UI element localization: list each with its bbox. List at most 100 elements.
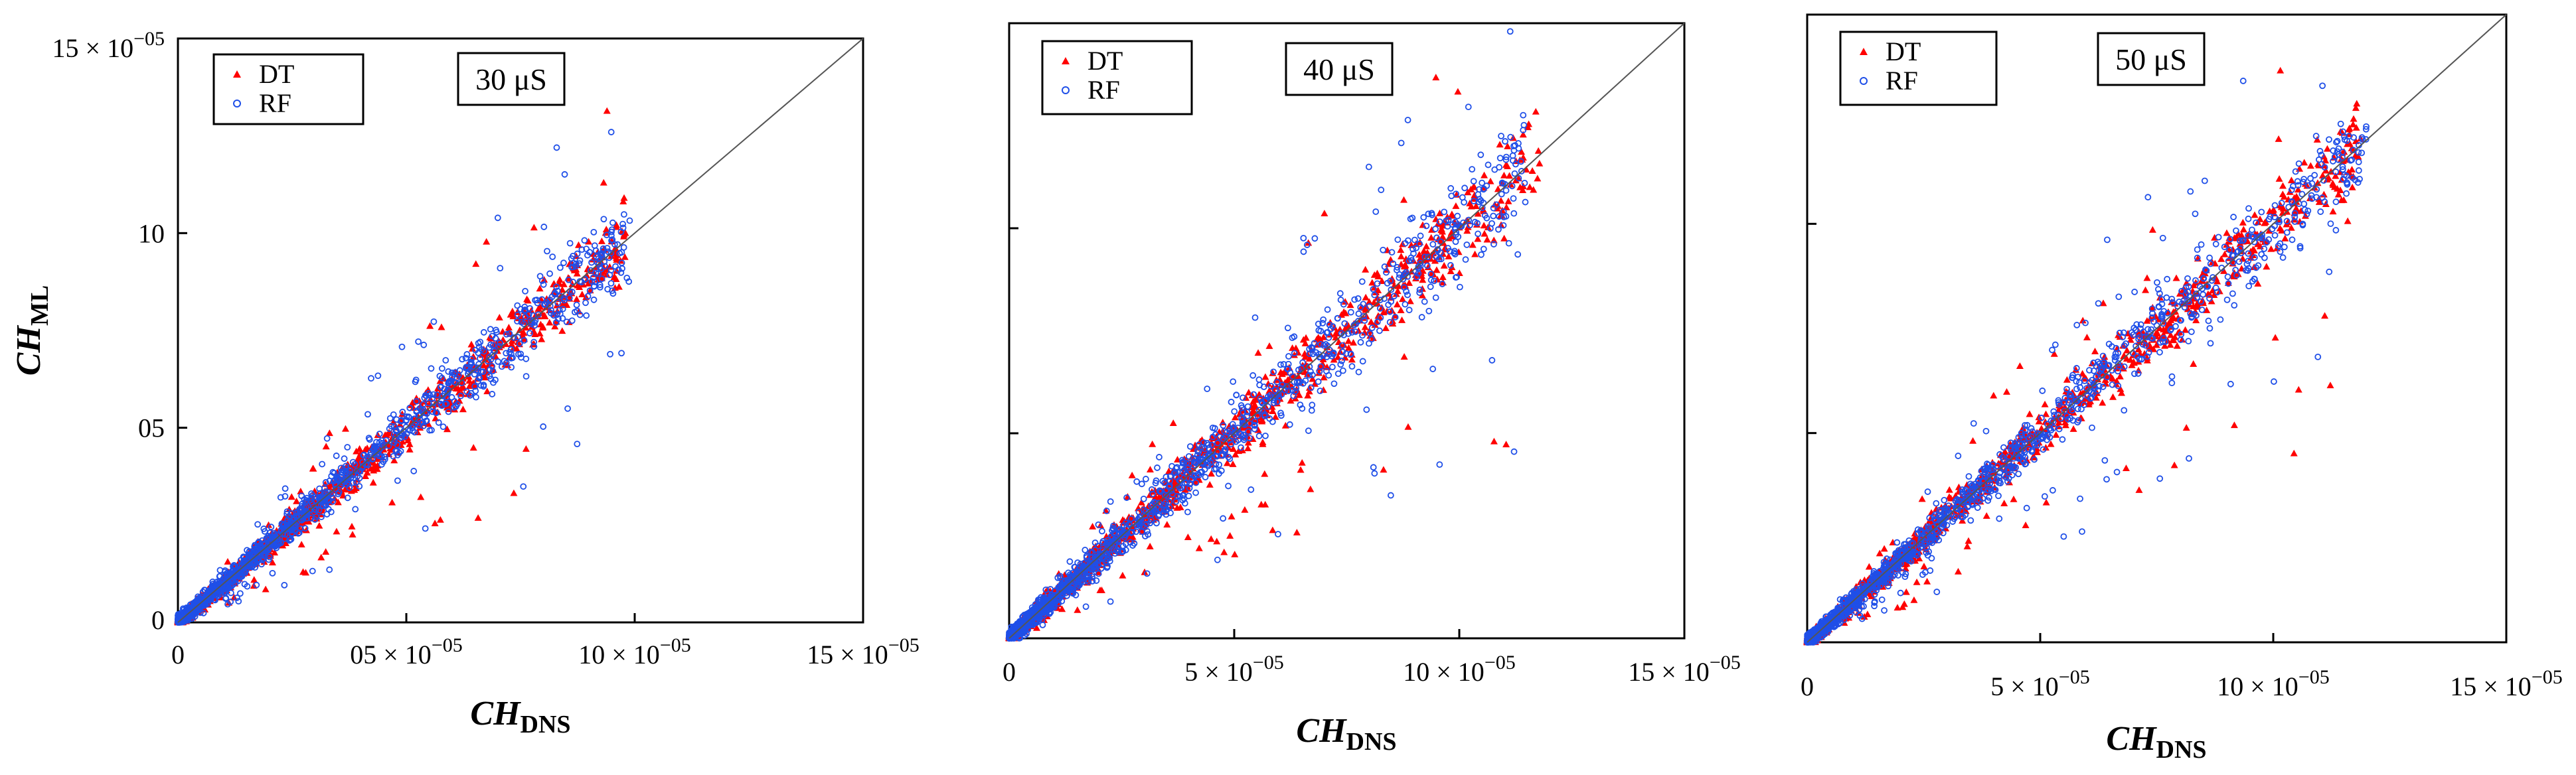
rf-point — [322, 479, 329, 486]
dt-point — [408, 401, 416, 408]
dt-point — [436, 516, 444, 523]
rf-point — [487, 356, 495, 363]
rf-point — [609, 219, 616, 226]
dt-point — [459, 405, 467, 413]
rf-point — [248, 563, 255, 570]
rf-point — [394, 441, 401, 449]
rf-point — [235, 598, 242, 605]
dt-point — [620, 194, 628, 201]
rf-point — [223, 586, 230, 593]
rf-point — [390, 453, 397, 460]
rf-point — [331, 470, 338, 476]
rf-point — [487, 366, 493, 373]
rf-point — [555, 315, 562, 322]
rf-point — [477, 368, 485, 376]
rf-point — [321, 494, 328, 502]
dt-point — [600, 268, 607, 275]
dt-point — [513, 344, 521, 352]
rf-point — [618, 249, 625, 256]
dt-point — [426, 322, 434, 329]
rf-point — [472, 346, 479, 354]
rf-point — [588, 278, 596, 285]
rf-point — [257, 541, 264, 549]
rf-point — [208, 589, 214, 597]
rf-point — [428, 427, 435, 434]
rf-point — [540, 281, 547, 288]
rf-point — [534, 299, 541, 307]
rf-point — [619, 220, 626, 228]
rf-point — [357, 468, 364, 475]
rf-point — [583, 246, 590, 253]
rf-point — [480, 328, 487, 336]
legend-dt-marker — [233, 70, 241, 78]
dt-point — [262, 585, 270, 593]
x-tick-label-2: 10 × 10−05 — [578, 634, 690, 669]
rf-point — [316, 485, 323, 492]
dt-point — [1530, 186, 1538, 193]
dt-point — [611, 284, 619, 291]
dt-point — [584, 265, 592, 272]
dt-point — [585, 238, 593, 245]
dt-point — [516, 326, 524, 333]
dt-point — [588, 267, 596, 275]
rf-point — [561, 171, 568, 178]
dt-point — [574, 241, 582, 248]
rf-point — [260, 526, 268, 532]
rf-point — [364, 411, 371, 418]
dt-point — [356, 445, 364, 452]
rf-point — [548, 307, 554, 314]
rf-point — [581, 276, 588, 283]
rf-point — [319, 460, 326, 468]
rf-point — [608, 237, 615, 244]
rf-point — [560, 259, 567, 267]
dt-point — [1452, 202, 1460, 209]
rf-point — [586, 287, 594, 294]
rf-point — [576, 260, 583, 267]
dt-point — [536, 330, 544, 337]
rf-point — [521, 337, 528, 344]
rf-point — [473, 393, 479, 401]
rf-point — [246, 552, 252, 559]
dt-point — [421, 397, 429, 405]
rf-point — [352, 506, 359, 513]
rf-point — [600, 216, 607, 223]
rf-point — [254, 521, 262, 528]
rf-point — [393, 416, 400, 423]
rf-point — [546, 270, 553, 277]
rf-point — [559, 305, 566, 313]
rf-point — [340, 466, 347, 473]
rf-point — [307, 506, 314, 514]
rf-point — [344, 444, 351, 451]
rf-point — [503, 350, 510, 357]
rf-point — [566, 240, 574, 247]
dt-point — [349, 531, 357, 538]
rf-point — [284, 524, 291, 531]
rf-point — [477, 355, 483, 362]
rf-point — [326, 477, 333, 484]
dt-point — [416, 424, 424, 431]
rf-point — [175, 618, 182, 624]
dt-point — [590, 250, 598, 257]
rf-point — [261, 551, 268, 559]
rf-point — [607, 267, 615, 274]
rf-point — [590, 296, 598, 303]
rf-point — [252, 547, 259, 555]
rf-point — [578, 246, 586, 253]
dt-point — [499, 336, 507, 343]
dt-point — [480, 361, 488, 368]
dt-point — [1536, 159, 1544, 167]
rf-point — [349, 458, 357, 466]
rf-point — [374, 372, 382, 380]
dt-point — [281, 514, 289, 521]
dt-point — [317, 553, 325, 561]
rf-point — [266, 545, 273, 552]
rf-point — [341, 455, 348, 462]
dt-point — [334, 498, 342, 506]
rf-point — [438, 374, 445, 382]
rf-point — [224, 575, 231, 583]
rf-point — [412, 376, 420, 384]
rf-point — [598, 275, 605, 283]
rf-point — [462, 364, 469, 372]
rf-point — [202, 587, 208, 594]
dt-point — [573, 295, 581, 303]
